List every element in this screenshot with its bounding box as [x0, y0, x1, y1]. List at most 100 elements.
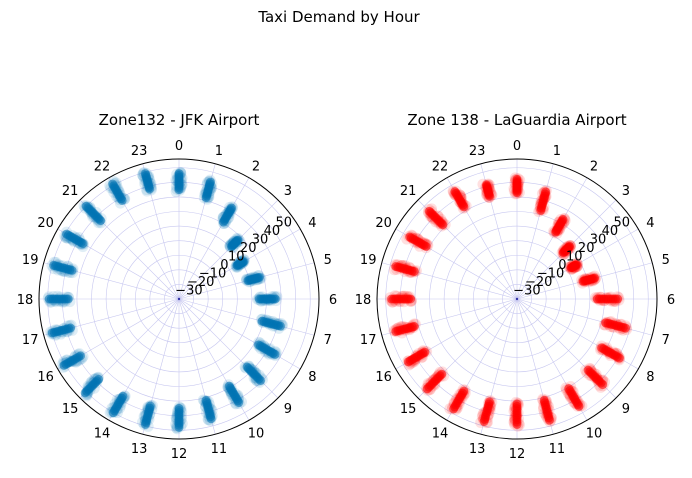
data-point — [108, 408, 118, 418]
data-point — [47, 328, 57, 338]
data-point — [59, 360, 69, 370]
data-point — [558, 214, 568, 224]
theta-tick-label: 12 — [509, 447, 526, 462]
theta-tick-label: 5 — [662, 253, 670, 268]
theta-tick-label: 2 — [252, 160, 260, 175]
r-tick-label: −30 — [175, 284, 202, 299]
theta-tick-label: 14 — [432, 426, 449, 441]
theta-tick-label: 7 — [324, 333, 332, 348]
theta-tick-label: 4 — [308, 216, 316, 231]
data-point — [44, 294, 54, 304]
data-point — [620, 323, 630, 333]
theta-tick-label: 11 — [549, 442, 566, 457]
data-point — [62, 229, 72, 239]
polar-chart-laguardia: Zone 138 - LaGuardia Airport 0 1234567891… — [355, 111, 675, 462]
theta-gridline — [178, 298, 301, 370]
data-point — [589, 273, 599, 283]
data-point — [571, 260, 581, 270]
theta-tick-label: 0 — [513, 139, 521, 154]
data-point — [80, 388, 90, 398]
data-point — [391, 326, 401, 336]
chart-title-laguardia: Zone 138 - LaGuardia Airport — [407, 111, 626, 129]
data-point — [254, 272, 264, 282]
data-point — [450, 187, 460, 197]
data-point — [275, 321, 285, 331]
data-point — [140, 419, 150, 429]
r-tick-label: 40 — [264, 224, 281, 239]
theta-tick-label: 17 — [360, 333, 377, 348]
r-tick-label: 20 — [240, 241, 257, 256]
theta-tick-label: 15 — [400, 402, 417, 417]
data-point — [512, 419, 522, 429]
data-point — [613, 294, 623, 304]
data-point — [206, 414, 216, 424]
points-jfk — [42, 166, 289, 435]
theta-tick-label: 21 — [62, 184, 79, 199]
data-point — [234, 398, 244, 408]
data-point — [424, 206, 434, 216]
data-point — [544, 415, 554, 425]
data-point — [387, 294, 397, 304]
data-point — [255, 375, 265, 385]
chart-title-jfk: Zone132 - JFK Airport — [99, 111, 260, 129]
theta-tick-label: 9 — [284, 402, 292, 417]
data-point — [81, 201, 91, 211]
r-tick-label: 40 — [602, 224, 619, 239]
theta-gridline — [178, 298, 315, 336]
theta-gridline — [516, 163, 554, 300]
data-point — [481, 180, 491, 190]
theta-tick-label: 9 — [622, 402, 630, 417]
r-tick-label: −20 — [525, 275, 552, 290]
data-point — [174, 169, 184, 179]
r-tick-label: −10 — [199, 267, 226, 282]
r-tick-label: 10 — [566, 250, 583, 265]
data-point — [405, 232, 415, 242]
data-point — [174, 422, 184, 432]
polar-center — [515, 297, 519, 301]
data-point — [541, 187, 551, 197]
theta-tick-label: 18 — [355, 293, 372, 308]
data-point — [403, 357, 413, 367]
theta-tick-label: 23 — [131, 144, 148, 159]
theta-tick-label: 15 — [62, 402, 79, 417]
r-tick-label: −10 — [537, 267, 564, 282]
theta-tick-label: 4 — [646, 216, 654, 231]
theta-tick-label: 3 — [284, 184, 292, 199]
data-point — [270, 294, 280, 304]
theta-tick-label: 14 — [94, 426, 111, 441]
theta-tick-label: 8 — [646, 370, 654, 385]
data-point — [422, 384, 432, 394]
figure-suptitle: Taxi Demand by Hour — [257, 8, 420, 26]
r-tick-label: 10 — [228, 250, 245, 265]
theta-tick-label: 16 — [37, 370, 54, 385]
polar-frame — [376, 158, 658, 440]
theta-tick-label: 20 — [37, 216, 54, 231]
data-point — [49, 260, 59, 270]
data-point — [238, 257, 248, 267]
theta-tick-label: 21 — [400, 184, 417, 199]
theta-tick-label: 16 — [375, 370, 392, 385]
polar-chart-jfk: Zone132 - JFK Airport 0 12345678910111213… — [17, 111, 337, 462]
theta-tick-label: 13 — [469, 442, 486, 457]
data-point — [614, 353, 624, 363]
data-point — [233, 235, 243, 245]
theta-tick-label: 22 — [94, 160, 111, 175]
theta-tick-label: 20 — [375, 216, 392, 231]
data-point — [449, 404, 459, 414]
theta-tick-label: 19 — [360, 253, 377, 268]
data-point — [512, 174, 522, 184]
data-point — [479, 417, 489, 427]
theta-tick-label: 3 — [622, 184, 630, 199]
theta-tick-label: 0 — [175, 139, 183, 154]
data-point — [391, 262, 401, 272]
r-tick-label: −30 — [513, 284, 540, 299]
theta-tick-label: 23 — [469, 144, 486, 159]
data-point — [108, 179, 118, 189]
r-tick-label: 50 — [276, 216, 293, 231]
r-tick-label: 50 — [614, 216, 631, 231]
theta-tick-label: 6 — [667, 293, 675, 308]
theta-tick-label: 18 — [17, 293, 34, 308]
